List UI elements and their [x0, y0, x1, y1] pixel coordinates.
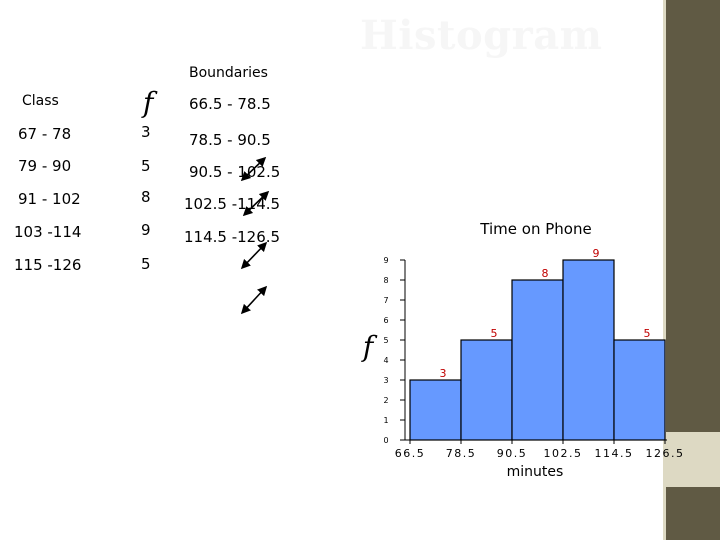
x-tick-label: 90.5 [497, 447, 528, 460]
data-label: 5 [491, 327, 498, 340]
y-tick-label: 0 [383, 436, 388, 445]
x-tick-label: 66.5 [395, 447, 426, 460]
boundary-cell: 66.5 - 78.5 [189, 95, 271, 113]
x-tick-label: 114.5 [595, 447, 634, 460]
y-axis-label: f [361, 330, 378, 363]
data-label: 9 [593, 247, 600, 260]
boundaries-header: Boundaries [189, 65, 268, 81]
data-label: 8 [542, 267, 549, 280]
x-tick-label: 78.5 [446, 447, 477, 460]
class-cell: 79 - 90 [18, 157, 72, 175]
class-cell: 67 - 78 [18, 125, 72, 143]
x-axis-label: minutes [507, 464, 564, 480]
double-arrow-icon [240, 241, 268, 270]
histogram-bar [562, 259, 615, 441]
class-cell: 115 -126 [14, 256, 82, 274]
frequency-cell: 5 [141, 255, 151, 273]
class-cell: 103 -114 [14, 223, 82, 241]
double-arrow-icon [240, 285, 268, 315]
histogram-bar [511, 279, 564, 441]
double-arrow-icon [242, 190, 270, 217]
y-tick-label: 9 [383, 256, 388, 265]
double-arrow-icon [240, 156, 267, 182]
slide-title: Histogram [360, 12, 603, 59]
y-tick-label: 6 [383, 316, 388, 325]
y-tick-label: 1 [383, 416, 388, 425]
x-tick-label: 126.5 [646, 447, 685, 460]
y-tick-label: 7 [383, 296, 388, 305]
boundary-cell: 114.5 -126.5 [184, 228, 281, 246]
histogram-bar [613, 339, 666, 441]
histogram-bar [460, 339, 513, 441]
frequency-cell: 5 [141, 157, 151, 175]
frequency-cell: 3 [141, 123, 151, 141]
y-tick-label: 3 [383, 376, 388, 385]
y-tick-label: 8 [383, 276, 388, 285]
data-label: 5 [644, 327, 651, 340]
chart-title: Time on Phone [479, 220, 591, 238]
y-tick-label: 4 [383, 356, 388, 365]
decorative-rail-edge [663, 0, 666, 540]
frequency-cell: 8 [141, 188, 151, 206]
decorative-rail-accent [666, 432, 720, 487]
frequency-header: f [143, 86, 154, 119]
x-tick-label: 102.5 [544, 447, 583, 460]
boundary-cell: 78.5 - 90.5 [189, 131, 271, 149]
y-tick-label: 5 [383, 336, 388, 345]
data-label: 3 [440, 367, 447, 380]
class-header: Class [22, 93, 59, 109]
class-cell: 91 - 102 [18, 190, 81, 208]
histogram-bar [409, 379, 462, 441]
y-tick-label: 2 [383, 396, 388, 405]
frequency-cell: 9 [141, 221, 151, 239]
